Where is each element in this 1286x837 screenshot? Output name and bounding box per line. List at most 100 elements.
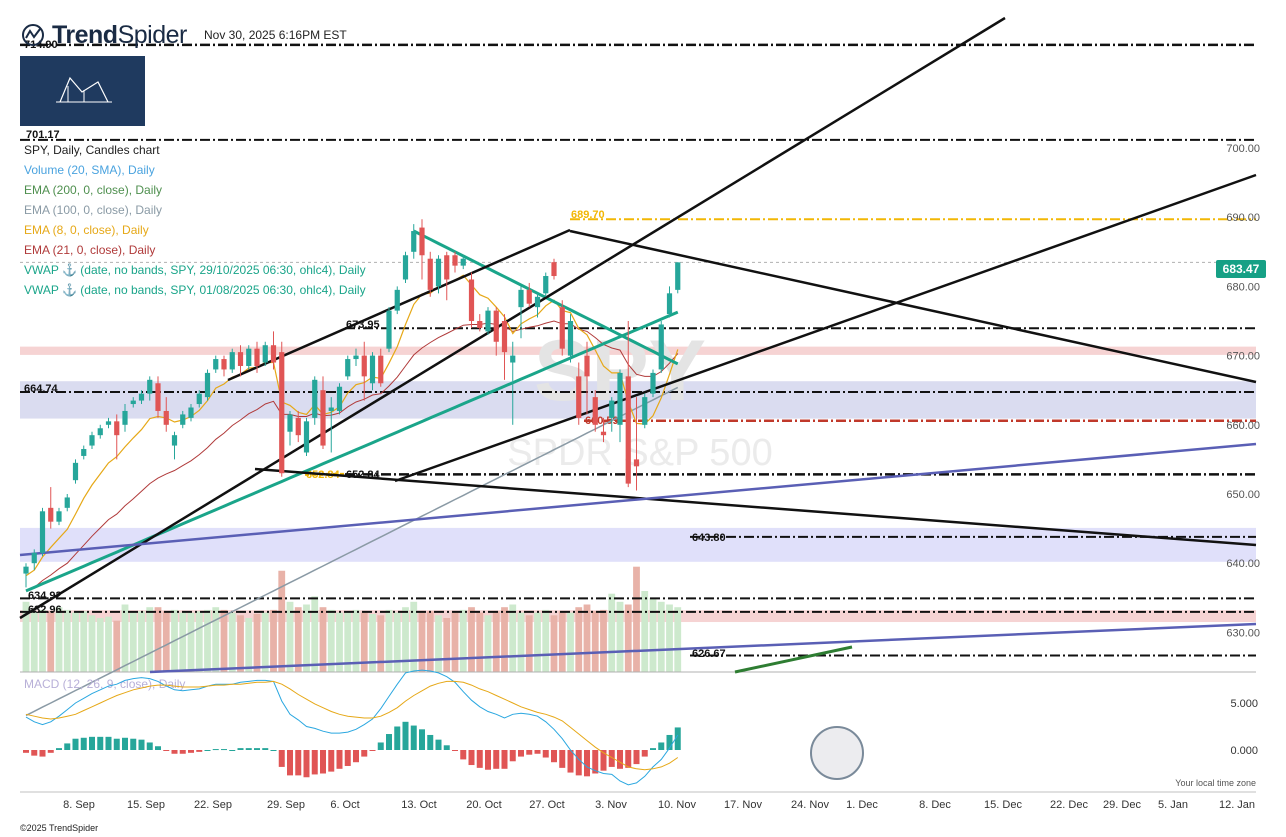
volume-bar [352,609,360,672]
x-tick-label: 17. Nov [724,799,762,811]
volume-bar [360,612,368,672]
macd-histogram-bar [229,750,236,751]
macd-histogram-bar [39,750,46,757]
volume-bar [674,607,682,672]
macd-histogram-bar [130,738,137,750]
macd-histogram-bar [501,750,508,769]
volume-bar [245,618,253,672]
volume-bar [319,607,327,672]
macd-histogram-bar [435,739,442,750]
macd-histogram-bar [617,750,623,769]
indicator-label[interactable]: EMA (200, 0, close), Daily [24,183,163,197]
candle-body [559,307,565,349]
x-tick-label: 20. Oct [466,799,501,811]
macd-histogram-bar [328,750,335,772]
candle-body [320,390,326,446]
volume-bar [666,604,673,672]
macd-histogram-bar [72,738,79,750]
macd-histogram-bar [361,750,368,757]
blue-trendline-volume [149,622,1257,674]
volume-bar [484,615,492,672]
indicator-label[interactable]: SPY, Daily, Candles chart [24,143,160,157]
candle-body [72,462,79,481]
trendlines[interactable] [19,16,1257,674]
candle-body [460,258,466,266]
macd-histogram-bar [311,750,318,775]
candle-body [642,397,648,425]
level-label: 701.17 [26,129,60,141]
support-band [20,527,1256,562]
candle-body [56,511,62,522]
volume-bar [426,611,434,672]
candle-body [246,348,252,366]
macd-histogram-bar [452,750,458,751]
indicator-label[interactable]: Volume (20, SMA), Daily [24,163,155,177]
macd-histogram-bar [212,749,219,751]
macd-histogram-bar [146,742,153,750]
volume-trend [734,645,853,674]
volume-bar [303,604,310,672]
macd-histogram-bar [245,748,252,750]
last-price-tag: 683.47 [1216,260,1266,278]
candle-body [378,355,384,384]
candle-body [204,372,211,398]
candle-body [394,289,400,311]
y-tick-label: 640.00 [1226,558,1260,570]
x-tick-label: 24. Nov [791,799,829,811]
candle-body [328,407,334,411]
highlight-circle [810,726,864,780]
candle-body [180,414,186,425]
volume-bar [435,615,442,672]
volume-bar [129,612,137,672]
macd-histogram-bar [188,750,194,753]
volume-bar [187,612,195,672]
volume-bar [633,566,640,672]
macd-histogram-bar [410,725,417,750]
x-tick-label: 27. Oct [529,799,564,811]
chart-thumbnail[interactable] [20,56,145,126]
candle-body [609,400,615,418]
macd-histogram-bar [344,750,351,766]
chart-thumbnail-icon [56,76,112,103]
volume-bar [517,612,525,672]
candle-body [31,552,37,564]
indicator-label[interactable]: VWAP ⚓ (date, no bands, SPY, 29/10/2025 … [24,263,366,277]
indicator-label[interactable]: VWAP ⚓ (date, no bands, SPY, 01/08/2025 … [24,283,366,297]
candle-body [576,376,582,418]
macd-histogram-bar [237,748,244,750]
macd-histogram-bar [171,750,178,754]
volume-bar [649,597,657,672]
volume-bar [443,618,451,672]
volume-bar [624,604,632,672]
candle-body [155,383,161,411]
indicator-label[interactable]: EMA (21, 0, close), Daily [24,243,156,257]
volume-bar [162,611,170,672]
volume-bar [641,591,649,672]
macd-histogram-bar [155,746,161,750]
volume-bar [583,604,591,672]
macd-histogram-bar [666,734,673,750]
macd-histogram-bar [179,750,186,754]
macd-histogram-bar [270,750,277,751]
candle-body [353,355,359,360]
brand-logo[interactable]: TrendSpider [20,20,187,50]
macd-histogram-bar [534,750,541,754]
macd-histogram-bar [641,750,648,757]
macd-histogram-bar [419,729,425,750]
candle-body [279,352,285,474]
volume-bar [278,570,286,672]
candle-body [361,355,367,377]
support-band [20,381,1256,419]
macd-histogram-bar [485,750,491,770]
x-tick-label: 15. Dec [984,799,1022,811]
volume-bar [492,611,500,672]
macd-histogram-bar [369,750,376,751]
indicator-label[interactable]: EMA (8, 0, close), Daily [24,223,149,237]
watermark-name: SPDR S&P 500 [507,432,772,474]
indicator-label[interactable]: EMA (100, 0, close), Daily [24,203,163,217]
x-tick-label: 8. Sep [63,799,95,811]
candle-body [600,431,607,436]
candle-body [518,289,524,308]
level-label: 673.95 [346,319,380,331]
